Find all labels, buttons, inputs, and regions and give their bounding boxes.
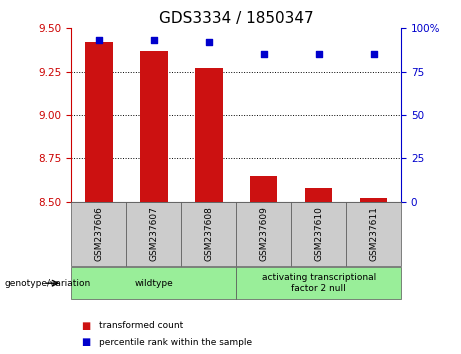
Bar	[181, 202, 236, 266]
Text: ■: ■	[81, 321, 90, 331]
Text: genotype/variation: genotype/variation	[5, 279, 91, 288]
Text: GSM237611: GSM237611	[369, 206, 378, 261]
Bar	[195, 68, 223, 202]
Bar	[305, 188, 332, 202]
Bar	[250, 176, 278, 202]
Bar	[140, 51, 168, 202]
Text: ■: ■	[81, 337, 90, 347]
Bar	[71, 267, 236, 299]
Point	[205, 39, 213, 45]
Bar	[291, 202, 346, 266]
Bar	[71, 202, 126, 266]
Text: GSM237610: GSM237610	[314, 206, 323, 261]
Point	[150, 38, 158, 43]
Text: activating transcriptional
factor 2 null: activating transcriptional factor 2 null	[261, 274, 376, 293]
Text: GSM237608: GSM237608	[204, 206, 213, 261]
Text: percentile rank within the sample: percentile rank within the sample	[99, 338, 252, 347]
Text: wildtype: wildtype	[135, 279, 173, 288]
Bar	[236, 202, 291, 266]
Title: GDS3334 / 1850347: GDS3334 / 1850347	[159, 11, 313, 26]
Text: GSM237609: GSM237609	[259, 206, 268, 261]
Bar	[346, 202, 401, 266]
Text: GSM237606: GSM237606	[95, 206, 103, 261]
Text: transformed count: transformed count	[99, 321, 183, 330]
Bar	[85, 42, 112, 202]
Point	[370, 52, 377, 57]
Point	[260, 52, 267, 57]
Point	[315, 52, 322, 57]
Point	[95, 38, 103, 43]
Bar	[126, 202, 181, 266]
Bar	[360, 198, 387, 202]
Bar	[236, 267, 401, 299]
Text: GSM237607: GSM237607	[149, 206, 159, 261]
